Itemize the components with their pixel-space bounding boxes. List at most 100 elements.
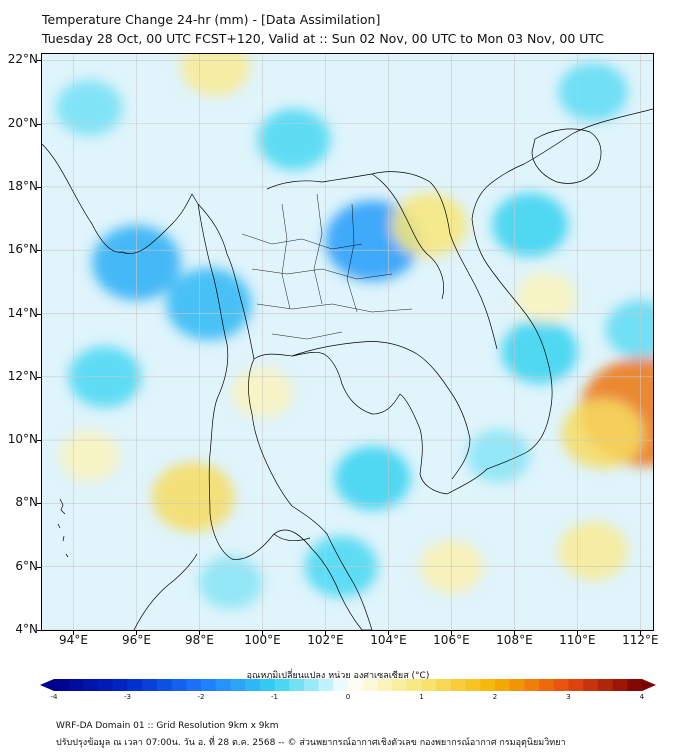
colorbar-tick-label: -3 <box>124 693 131 701</box>
coastlines-and-borders <box>42 108 653 630</box>
colorbar-cell <box>583 679 599 691</box>
lat-label: 6°N <box>15 558 38 573</box>
lon-label: 102°E <box>307 633 344 647</box>
andaman-islands <box>57 498 69 558</box>
lat-label: 14°N <box>7 305 38 320</box>
field-anomaly-2 <box>166 267 252 341</box>
hainan-island <box>531 128 602 184</box>
lon-tick <box>199 631 201 635</box>
lon-label: 104°E <box>370 633 407 647</box>
colorbar-cell <box>142 679 158 691</box>
map-canvas <box>42 54 653 630</box>
temperature-field <box>42 54 653 630</box>
colorbar-cell <box>568 679 584 691</box>
field-anomaly-16 <box>558 521 628 581</box>
field-anomaly-13 <box>467 429 531 483</box>
model-info: WRF-DA Domain 01 :: Grid Resolution 9km … <box>56 721 279 731</box>
colorbar <box>40 679 656 691</box>
lat-tick <box>37 60 41 62</box>
colorbar-cell <box>465 679 481 691</box>
colorbar-cell <box>68 679 84 691</box>
colorbar-cell <box>421 679 437 691</box>
lat-label: 4°N <box>15 622 38 636</box>
colorbar-cell <box>245 679 261 691</box>
colorbar-cell <box>406 679 422 691</box>
colorbar-cell <box>362 679 378 691</box>
colorbar-tick-label: 2 <box>492 693 498 701</box>
lat-label: 18°N <box>7 178 38 193</box>
field-anomaly-19 <box>180 54 251 96</box>
border-thailand-malaysia <box>273 533 311 541</box>
border-thailand-cambodia <box>291 341 453 395</box>
colorbar-tick-label: -1 <box>271 693 278 701</box>
lat-tick <box>37 186 41 188</box>
lon-label: 110°E <box>559 633 596 647</box>
colorbar-cell <box>230 679 246 691</box>
border-thailand-laos <box>266 173 444 300</box>
colorbar-cell <box>201 679 217 691</box>
lat-tick <box>37 503 41 505</box>
lon-label: 96°E <box>122 633 151 647</box>
lon-tick <box>136 631 138 635</box>
colorbar-cell <box>127 679 143 691</box>
field-anomaly-11 <box>605 300 653 359</box>
field-anomaly-5 <box>501 319 578 384</box>
colorbar-cell <box>524 679 540 691</box>
lat-tick <box>37 250 41 252</box>
colorbar-title: อุณหภูมิเปลี่ยนแปลง หน่วย องศาเซลเซียส (… <box>246 671 430 681</box>
colorbar-tick-label: -4 <box>50 693 58 701</box>
colorbar-max-arrow <box>642 679 656 691</box>
lon-label: 94°E <box>59 633 88 647</box>
lat-label: 20°N <box>7 115 38 130</box>
lon-tick <box>73 631 75 635</box>
colorbar-tick-label: 3 <box>566 693 571 701</box>
colorbar-cell <box>171 679 187 691</box>
field-anomaly-4 <box>492 192 569 257</box>
field-anomaly-10 <box>558 62 628 122</box>
field-anomaly-9 <box>56 80 123 136</box>
lon-label: 100°E <box>244 633 281 647</box>
colorbar-cell <box>289 679 305 691</box>
lat-label: 22°N <box>7 52 38 67</box>
colorbar-cell <box>436 679 452 691</box>
colorbar-tick-label: 0 <box>345 693 351 701</box>
colorbar-cell <box>509 679 525 691</box>
colorbar-cell <box>392 679 408 691</box>
colorbar-tick-label: -2 <box>197 693 205 701</box>
lat-lon-gridlines <box>42 54 653 630</box>
lon-tick <box>451 631 453 635</box>
lon-label: 108°E <box>496 633 533 647</box>
lat-label: 12°N <box>7 368 38 383</box>
lon-label: 112°E <box>622 633 659 647</box>
colorbar-cell <box>612 679 628 691</box>
map-title: Temperature Change 24-hr (mm) - [Data As… <box>42 12 381 27</box>
map-subtitle: Tuesday 28 Oct, 00 UTC FCST+120, Valid a… <box>42 31 605 46</box>
lat-tick <box>37 440 41 442</box>
colorbar-cell <box>318 679 334 691</box>
sumatra-coast <box>133 553 198 630</box>
lon-tick <box>514 631 516 635</box>
border-myanmar-thailand <box>197 203 255 360</box>
colorbar-cell <box>333 679 349 691</box>
colorbar-cell <box>186 679 202 691</box>
colorbar-cell <box>553 679 569 691</box>
colorbar-cell <box>495 679 511 691</box>
colorbar-cell <box>112 679 128 691</box>
lon-tick <box>388 631 390 635</box>
colorbar-tick-label: 1 <box>419 693 424 701</box>
lat-label: 8°N <box>15 495 38 510</box>
colorbar-cell <box>274 679 290 691</box>
lat-tick <box>37 630 41 631</box>
colorbar-cell <box>54 679 70 691</box>
lat-tick <box>37 313 41 315</box>
colorbar-cell <box>259 679 275 691</box>
lon-tick <box>325 631 327 635</box>
lon-tick <box>577 631 579 635</box>
field-anomaly-12 <box>199 556 263 609</box>
field-anomaly-21 <box>59 430 120 481</box>
colorbar-cell <box>480 679 496 691</box>
lat-label: 10°N <box>7 432 38 447</box>
colorbar-cell <box>98 679 114 691</box>
field-anomaly-3 <box>257 108 331 171</box>
lon-tick <box>640 631 642 635</box>
